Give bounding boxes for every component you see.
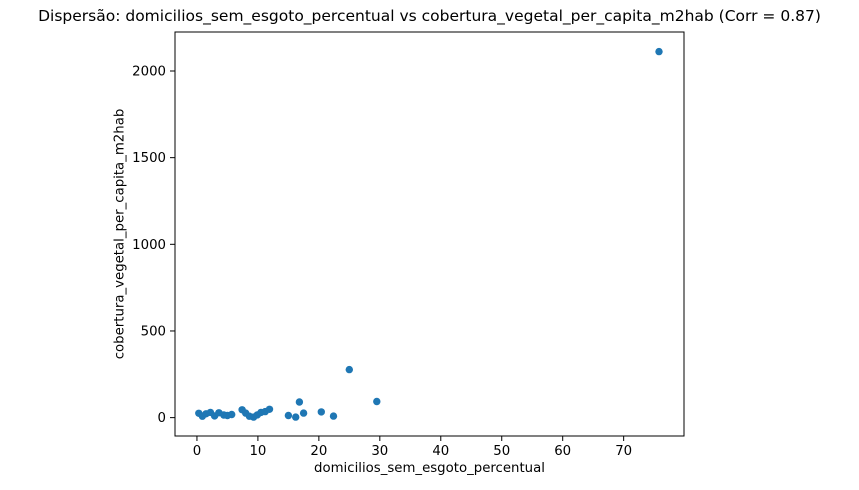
- data-point: [345, 365, 353, 374]
- data-point: [655, 47, 663, 56]
- x-axis-tick-label: 70: [615, 444, 632, 459]
- data-point: [284, 411, 293, 420]
- data-point: [265, 405, 274, 413]
- data-point: [317, 408, 325, 416]
- x-axis-tick-label: 20: [310, 444, 327, 459]
- x-axis-tick-label: 10: [249, 444, 266, 459]
- x-axis-tick-label: 30: [371, 444, 388, 459]
- data-point: [295, 398, 304, 406]
- x-axis-tick-label: 0: [193, 444, 201, 459]
- y-axis-tick-label: 0: [158, 411, 166, 426]
- data-point: [292, 413, 300, 421]
- y-axis-tick-label: 500: [141, 324, 166, 339]
- x-axis-label: domicilios_sem_esgoto_percentual: [314, 461, 545, 476]
- y-axis-tick-label: 1000: [132, 238, 166, 253]
- x-axis-tick-label: 50: [493, 444, 510, 459]
- y-axis-tick-label: 1500: [132, 151, 166, 166]
- data-point: [299, 409, 308, 417]
- data-point: [329, 412, 338, 420]
- plot-border: [174, 31, 685, 437]
- y-axis-label: cobertura_vegetal_per_capita_m2hab: [112, 108, 128, 360]
- data-point: [228, 410, 236, 419]
- x-axis-tick-label: 60: [554, 444, 571, 459]
- y-axis-tick-label: 2000: [132, 64, 166, 79]
- data-point: [373, 397, 381, 406]
- chart-title: Dispersão: domicilios_sem_esgoto_percent…: [38, 7, 821, 25]
- x-axis-tick-label: 40: [432, 444, 449, 459]
